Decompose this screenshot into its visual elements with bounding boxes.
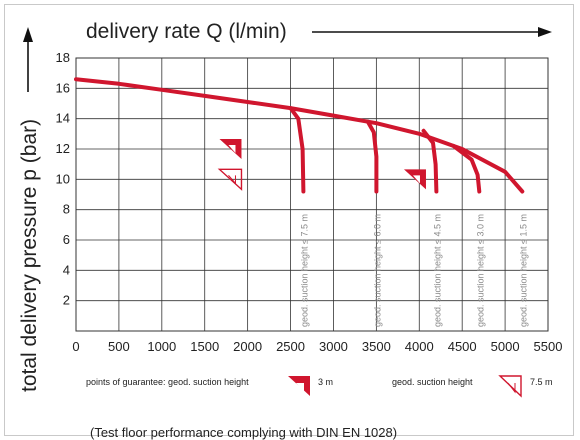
suction-height-labels: geod. suction height ≤ 7.5 m geod. suctio… bbox=[299, 214, 528, 327]
x-tick-label: 1000 bbox=[147, 339, 176, 354]
curves bbox=[74, 77, 525, 194]
legend-item2-value: 7.5 m bbox=[530, 377, 553, 387]
y-tick-label: 16 bbox=[56, 80, 70, 95]
legend: points of guarantee: geod. suction heigh… bbox=[86, 375, 553, 398]
footnote: (Test floor performance complying with D… bbox=[90, 425, 397, 440]
x-tick-label: 5500 bbox=[534, 339, 563, 354]
legend-item2-label: geod. suction height bbox=[392, 377, 473, 387]
guarantee-marker-7-5m bbox=[217, 168, 243, 191]
y-tick-label: 18 bbox=[56, 50, 70, 65]
x-tick-label: 500 bbox=[108, 339, 130, 354]
guarantee-marker-3m bbox=[403, 169, 426, 190]
x-axis-title: delivery rate Q (l/min) bbox=[86, 20, 287, 43]
y-tick-label: 8 bbox=[63, 202, 70, 217]
frame-border bbox=[4, 4, 574, 436]
main-performance-curve bbox=[74, 77, 525, 194]
y-axis-title: total delivery pressure p (bar) bbox=[18, 119, 41, 392]
plot-area bbox=[75, 57, 549, 332]
guarantee-marker-notch bbox=[228, 145, 236, 153]
x-tick-label: 4500 bbox=[448, 339, 477, 354]
y-axis-arrow bbox=[23, 27, 33, 92]
legend-marker-7-5m bbox=[498, 375, 522, 398]
x-tick-label: 4000 bbox=[405, 339, 434, 354]
guarantee-markers bbox=[217, 139, 426, 191]
y-tick-label: 4 bbox=[63, 262, 70, 277]
suction-height-label: geod. suction height ≤ 1.5 m bbox=[518, 214, 528, 327]
legend-marker-3m bbox=[288, 376, 310, 396]
x-tick-label: 2500 bbox=[276, 339, 305, 354]
y-tick-label: 14 bbox=[56, 111, 70, 126]
y-tick-label: 10 bbox=[56, 171, 70, 186]
drop-curve bbox=[288, 106, 306, 194]
legend-item1-label: points of guarantee: geod. suction heigh… bbox=[86, 377, 249, 387]
drop-curve bbox=[365, 119, 379, 194]
y-tick-label: 12 bbox=[56, 141, 70, 156]
suction-height-label: geod. suction height ≤ 3.0 m bbox=[475, 214, 485, 327]
x-tick-labels: 0 500 1000 1500 2000 2500 3000 3500 4000 4500 5000… bbox=[72, 339, 562, 354]
x-tick-label: 3500 bbox=[362, 339, 391, 354]
x-tick-label: 3000 bbox=[319, 339, 348, 354]
guarantee-marker-notch bbox=[412, 175, 420, 184]
suction-height-label: geod. suction height ≤ 7.5 m bbox=[299, 214, 309, 327]
x-tick-label: 1500 bbox=[190, 339, 219, 354]
guarantee-marker-3m bbox=[219, 139, 242, 159]
y-tick-label: 6 bbox=[63, 232, 70, 247]
guarantee-marker-outline-notch bbox=[228, 175, 236, 185]
x-tick-label: 0 bbox=[72, 339, 79, 354]
x-axis-arrow bbox=[312, 27, 552, 37]
y-tick-label: 2 bbox=[63, 293, 70, 308]
y-tick-labels: 2 4 6 8 10 12 14 16 18 bbox=[56, 50, 70, 308]
suction-height-label: geod. suction height ≤ 4.5 m bbox=[432, 214, 442, 327]
legend-item1-value: 3 m bbox=[318, 377, 333, 387]
x-tick-label: 2000 bbox=[233, 339, 262, 354]
x-tick-label: 5000 bbox=[491, 339, 520, 354]
suction-height-label: geod. suction height ≤ 6.0 m bbox=[372, 214, 382, 327]
drop-curve bbox=[451, 144, 482, 194]
